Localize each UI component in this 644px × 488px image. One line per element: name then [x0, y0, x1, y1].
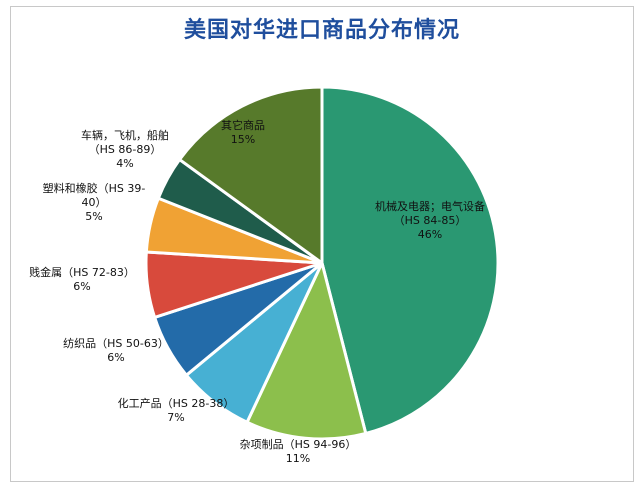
pie-slice	[320, 85, 500, 436]
pie-slice	[177, 85, 324, 266]
slice-category-label: 杂项制品（HS 94-96）	[240, 438, 357, 451]
slice-percent-label: 4%	[116, 157, 133, 170]
slice-category-label: 机械及电器；电气设备	[375, 199, 485, 213]
slice-category-label: 40）	[82, 196, 107, 209]
chart-title: 美国对华进口商品分布情况	[183, 18, 460, 43]
slice-category-label: 纺织品（HS 50-63）	[63, 336, 169, 350]
slice-percent-label: 6%	[73, 280, 90, 293]
slice-percent-label: 11%	[286, 452, 310, 465]
slice-percent-label: 7%	[167, 411, 184, 424]
slice-category-label: 车辆，飞机，船舶	[81, 128, 169, 142]
slice-category-label: （HS 86-89）	[89, 143, 162, 156]
slice-category-label: 塑料和橡胶（HS 39-	[43, 181, 146, 195]
slice-category-label: 其它商品	[221, 118, 265, 132]
slice-percent-label: 5%	[85, 210, 102, 223]
slice-percent-label: 15%	[231, 133, 255, 146]
pie-slice	[245, 258, 368, 441]
slice-percent-label: 46%	[418, 228, 442, 241]
slice-category-label: （HS 84-85）	[394, 214, 467, 227]
slice-category-label: 化工产品（HS 28-38）	[118, 396, 235, 410]
slice-percent-label: 6%	[107, 351, 124, 364]
slice-category-label: 贱金属（HS 72-83）	[29, 265, 135, 279]
